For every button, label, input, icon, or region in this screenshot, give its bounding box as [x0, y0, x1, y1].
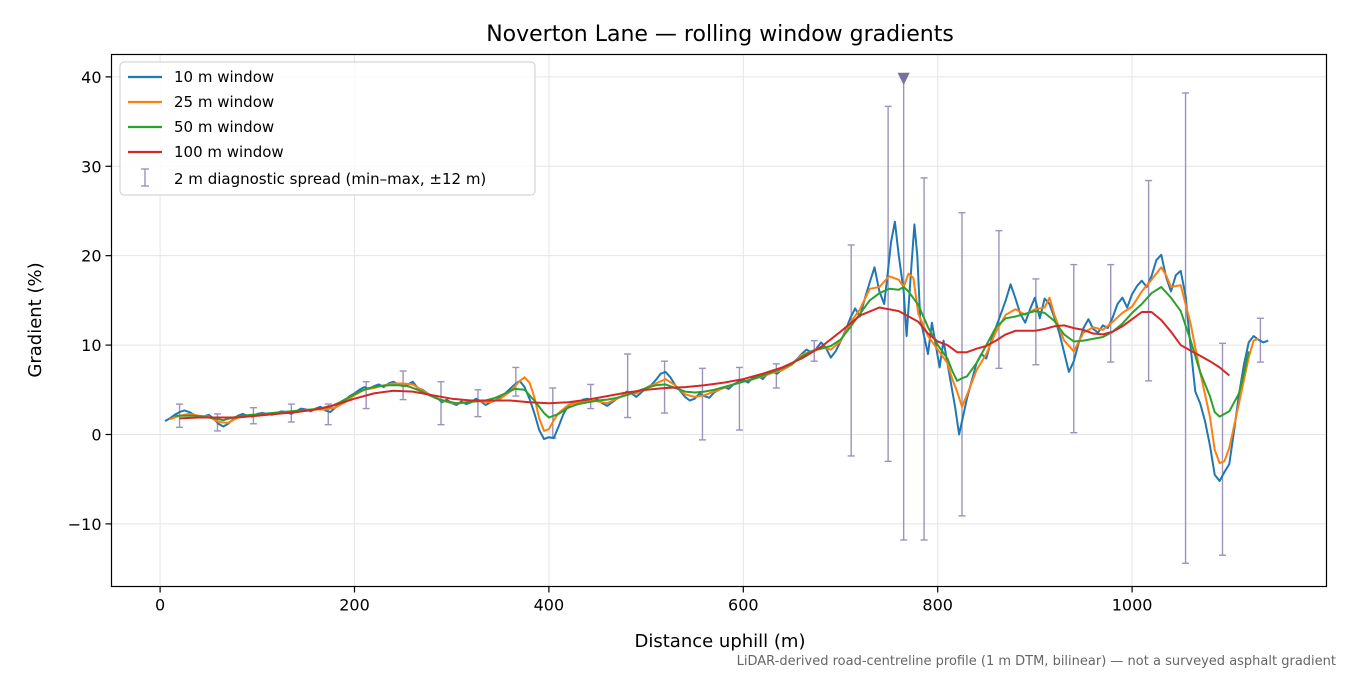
x-tick-label: 800 — [922, 596, 953, 615]
y-tick-label: 0 — [91, 426, 101, 445]
spread-bar — [735, 366, 743, 431]
legend: 10 m window 25 m window 50 m window 100 … — [119, 61, 536, 196]
spread-bar — [920, 177, 928, 541]
spread-bar — [698, 367, 706, 441]
spread-bar — [624, 353, 632, 419]
legend-label-50m: 50 m window — [174, 118, 274, 136]
x-tick-label: 400 — [534, 596, 565, 615]
spread-bar — [958, 212, 966, 517]
series-lines — [164, 220, 1269, 482]
spread-bar — [512, 366, 520, 397]
series-line-3 — [179, 306, 1230, 420]
spread-bar — [474, 389, 482, 418]
y-axis-ticks: −10 0 10 20 30 40 — [68, 68, 112, 534]
spread-bar — [1218, 342, 1226, 556]
spread-bar — [847, 244, 855, 457]
x-axis-label: Distance uphill (m) — [635, 631, 806, 652]
legend-swatch-spread — [141, 168, 149, 187]
spread-bar — [1032, 278, 1040, 366]
y-axis-label: Gradient (%) — [25, 262, 46, 377]
legend-box — [119, 61, 536, 196]
legend-label-10m: 10 m window — [174, 68, 274, 86]
x-tick-label: 0 — [155, 596, 165, 615]
footnote: LiDAR-derived road-centreline profile (1… — [737, 654, 1336, 669]
series-line-2 — [174, 286, 1250, 422]
y-tick-label: −10 — [68, 515, 102, 534]
spread-bar — [884, 105, 892, 463]
x-tick-label: 200 — [339, 596, 370, 615]
spread-bar — [437, 381, 445, 426]
chart-title: Noverton Lane — rolling window gradients — [486, 22, 954, 47]
legend-label-100m: 100 m window — [174, 143, 284, 161]
y-tick-label: 20 — [81, 247, 101, 266]
x-axis-ticks: 0 200 400 600 800 1000 — [155, 586, 1153, 615]
y-tick-label: 30 — [81, 157, 101, 176]
spread-bar — [995, 229, 1003, 370]
legend-label-25m: 25 m window — [174, 93, 274, 111]
spread-bar — [1107, 263, 1115, 363]
plot-frame — [110, 53, 1328, 588]
spread-bar — [900, 76, 908, 541]
x-tick-label: 600 — [728, 596, 759, 615]
legend-label-spread: 2 m diagnostic spread (min–max, ±12 m) — [174, 170, 486, 188]
peak-marker: ▼ — [898, 68, 911, 87]
peak-marker-group: ▼ — [898, 68, 911, 87]
y-tick-label: 40 — [81, 68, 101, 87]
x-tick-label: 1000 — [1112, 596, 1153, 615]
spread-bar — [1070, 263, 1078, 434]
spread-error-bars — [176, 76, 1264, 564]
y-tick-label: 10 — [81, 336, 101, 355]
spread-bar — [772, 363, 780, 389]
spread-bar — [587, 383, 595, 410]
